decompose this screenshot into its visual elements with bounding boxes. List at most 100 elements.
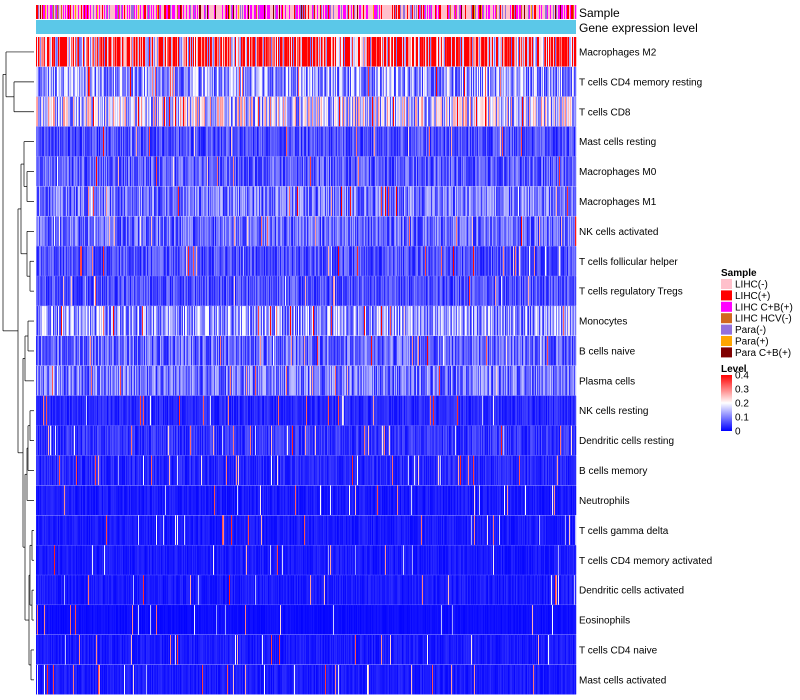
heatmap-cell bbox=[42, 37, 44, 67]
heatmap-cell bbox=[360, 156, 362, 187]
heatmap-cell bbox=[157, 126, 159, 157]
heatmap-cell bbox=[152, 156, 154, 187]
heatmap-cell bbox=[266, 96, 268, 127]
heatmap-cell bbox=[263, 156, 265, 187]
heatmap-cell bbox=[367, 37, 369, 67]
heatmap-cell bbox=[430, 156, 432, 187]
heatmap-cell bbox=[478, 186, 480, 216]
heatmap-cell bbox=[518, 66, 520, 97]
heatmap-cell bbox=[164, 186, 166, 216]
heatmap-cell bbox=[318, 37, 320, 67]
heatmap-cell bbox=[428, 37, 430, 67]
heatmap-cell bbox=[566, 156, 568, 187]
heatmap-cell bbox=[397, 156, 399, 187]
sample-cell bbox=[487, 5, 489, 19]
heatmap-cell bbox=[257, 156, 259, 187]
heatmap-cell bbox=[126, 37, 128, 67]
heatmap-cell bbox=[462, 66, 464, 97]
heatmap-cell bbox=[150, 126, 152, 157]
heatmap-cell bbox=[57, 186, 59, 216]
heatmap-cell bbox=[124, 37, 126, 67]
heatmap-cell bbox=[142, 186, 144, 216]
heatmap-cell bbox=[153, 156, 155, 187]
heatmap-cell bbox=[353, 66, 355, 97]
heatmap-cell bbox=[493, 96, 495, 127]
sample-cell bbox=[359, 5, 361, 19]
heatmap-cell bbox=[71, 186, 73, 216]
heatmap-cell bbox=[448, 96, 450, 127]
heatmap-cell bbox=[63, 156, 65, 187]
heatmap-cell bbox=[228, 66, 230, 97]
heatmap-cell bbox=[72, 37, 74, 67]
heatmap-cell bbox=[408, 96, 410, 127]
heatmap-cell bbox=[163, 37, 165, 67]
heatmap-cell bbox=[547, 126, 549, 157]
heatmap-cell bbox=[444, 37, 446, 67]
heatmap-cell bbox=[337, 37, 339, 67]
sample-cell bbox=[105, 5, 107, 19]
heatmap-cell bbox=[141, 156, 143, 187]
heatmap-cell bbox=[479, 186, 481, 216]
heatmap-cell bbox=[88, 216, 90, 246]
heatmap-cell bbox=[215, 96, 217, 127]
heatmap-cell bbox=[547, 186, 549, 216]
sample-cell bbox=[574, 5, 576, 19]
heatmap-cell bbox=[229, 66, 231, 97]
heatmap-cell bbox=[441, 37, 443, 67]
heatmap-cell bbox=[108, 96, 110, 127]
heatmap-cell bbox=[96, 126, 98, 157]
heatmap-cell bbox=[193, 37, 195, 67]
heatmap-cell bbox=[193, 96, 195, 127]
heatmap-cell bbox=[552, 126, 554, 157]
heatmap-cell bbox=[229, 37, 231, 67]
heatmap-cell bbox=[50, 66, 52, 97]
heatmap-cell bbox=[464, 156, 466, 187]
heatmap-cell bbox=[134, 66, 136, 97]
heatmap-cell bbox=[138, 216, 140, 246]
heatmap-cell bbox=[505, 186, 507, 216]
heatmap-cell bbox=[549, 186, 551, 216]
heatmap-cell bbox=[355, 156, 357, 187]
heatmap-cell bbox=[558, 66, 560, 97]
heatmap-cell bbox=[423, 96, 425, 127]
heatmap-cell bbox=[198, 216, 200, 246]
heatmap-cell bbox=[217, 37, 219, 67]
heatmap-cell bbox=[329, 186, 331, 216]
heatmap-cell bbox=[58, 216, 60, 246]
heatmap-cell bbox=[40, 186, 42, 216]
heatmap-cell bbox=[40, 66, 42, 97]
heatmap-cell bbox=[66, 96, 68, 127]
sample-cell bbox=[564, 5, 566, 19]
heatmap-cell bbox=[69, 66, 71, 97]
heatmap-cell bbox=[480, 96, 482, 127]
heatmap-cell bbox=[139, 66, 141, 97]
heatmap-cell bbox=[398, 66, 400, 97]
sample-cell bbox=[474, 5, 476, 19]
sample-cell bbox=[329, 5, 331, 19]
heatmap-cell bbox=[408, 126, 410, 157]
heatmap-cell bbox=[543, 37, 545, 67]
sample-cell bbox=[117, 5, 119, 19]
heatmap-cell bbox=[81, 126, 83, 157]
heatmap-cell bbox=[453, 37, 455, 67]
heatmap-cell bbox=[367, 96, 369, 127]
heatmap-cell bbox=[116, 156, 118, 187]
heatmap-cell bbox=[360, 66, 362, 97]
heatmap-cell bbox=[283, 96, 285, 127]
heatmap-cell bbox=[326, 126, 328, 157]
heatmap-cell bbox=[272, 96, 274, 127]
heatmap-cell bbox=[162, 96, 164, 127]
heatmap-cell bbox=[235, 96, 237, 127]
heatmap-cell bbox=[242, 186, 244, 216]
heatmap-cell bbox=[122, 96, 124, 127]
heatmap-cell bbox=[340, 96, 342, 127]
heatmap-cell bbox=[416, 96, 418, 127]
heatmap-cell bbox=[66, 186, 68, 216]
heatmap-cell bbox=[45, 96, 47, 127]
heatmap-cell bbox=[242, 126, 244, 157]
heatmap-cell bbox=[329, 96, 331, 127]
heatmap-cell bbox=[394, 66, 396, 97]
heatmap-cell bbox=[214, 96, 216, 127]
heatmap-cell bbox=[374, 186, 376, 216]
heatmap-cell bbox=[39, 216, 41, 246]
